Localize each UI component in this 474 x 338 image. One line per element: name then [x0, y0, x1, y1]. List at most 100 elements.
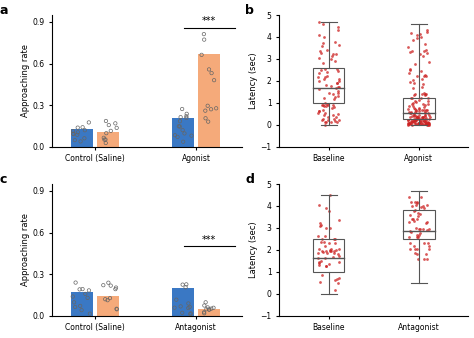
Point	[413, 114, 420, 120]
Point	[200, 310, 208, 315]
Point	[322, 248, 330, 254]
Point	[331, 288, 339, 293]
Point	[321, 67, 328, 72]
Point	[421, 110, 428, 115]
Point	[419, 76, 426, 81]
Point	[419, 114, 427, 119]
Point	[416, 117, 423, 123]
Point	[328, 53, 336, 59]
Point	[417, 34, 425, 39]
Point	[329, 112, 337, 118]
Point	[205, 67, 213, 72]
Point	[112, 285, 120, 290]
Point	[202, 299, 210, 305]
Point	[72, 280, 79, 285]
Point	[414, 211, 421, 216]
Point	[425, 112, 432, 117]
Point	[423, 122, 431, 127]
Point	[319, 249, 326, 254]
Point	[421, 110, 428, 115]
Point	[411, 92, 419, 97]
Point	[418, 118, 426, 123]
Point	[419, 114, 427, 120]
Point	[406, 114, 413, 120]
Point	[410, 218, 418, 224]
Point	[426, 115, 433, 120]
Point	[336, 275, 343, 281]
Point	[408, 110, 415, 115]
Point	[420, 205, 428, 210]
Point	[421, 91, 428, 96]
Point	[316, 246, 323, 251]
Point	[69, 128, 77, 134]
Point	[327, 56, 335, 62]
Y-axis label: Latency (sec): Latency (sec)	[248, 53, 257, 109]
Point	[413, 115, 420, 120]
Point	[425, 226, 432, 231]
Point	[333, 80, 341, 86]
Point	[74, 125, 82, 130]
Point	[411, 61, 419, 67]
Point	[314, 255, 322, 260]
Point	[178, 106, 186, 112]
Point	[413, 234, 420, 239]
Point	[424, 107, 431, 113]
Point	[417, 96, 424, 101]
Point	[406, 50, 413, 55]
Point	[332, 58, 339, 63]
Point	[414, 214, 422, 219]
Point	[419, 54, 427, 59]
Point	[329, 91, 337, 97]
Point	[335, 217, 342, 223]
Point	[204, 103, 211, 108]
Point	[335, 43, 343, 48]
Point	[423, 29, 430, 34]
Point	[113, 125, 120, 130]
Point	[424, 121, 431, 126]
Point	[202, 116, 210, 121]
Bar	[71, 129, 93, 147]
Point	[335, 76, 343, 81]
Point	[421, 112, 428, 118]
Point	[106, 295, 114, 301]
Y-axis label: Approaching rate: Approaching rate	[21, 44, 30, 117]
Point	[100, 137, 108, 142]
Point	[176, 124, 183, 129]
Point	[79, 286, 86, 292]
Point	[409, 37, 417, 43]
Point	[182, 282, 190, 287]
Point	[205, 307, 213, 312]
Point	[315, 33, 323, 38]
Point	[323, 47, 331, 52]
Point	[410, 114, 418, 119]
Point	[423, 257, 430, 262]
Text: b: b	[245, 4, 254, 18]
Point	[414, 114, 421, 119]
Point	[321, 119, 329, 124]
Point	[319, 102, 327, 107]
Point	[317, 220, 324, 225]
Point	[79, 124, 86, 130]
Point	[326, 261, 333, 266]
Point	[319, 117, 327, 122]
Point	[102, 140, 109, 146]
Point	[70, 299, 78, 305]
Point	[322, 264, 329, 269]
Point	[420, 105, 428, 110]
Point	[414, 232, 421, 237]
Point	[318, 44, 326, 49]
Point	[323, 101, 330, 107]
Point	[410, 120, 418, 125]
Point	[406, 246, 413, 252]
Point	[423, 121, 431, 126]
Point	[408, 101, 416, 107]
Point	[171, 305, 178, 310]
Point	[174, 134, 182, 140]
Point	[404, 122, 412, 127]
Point	[413, 251, 420, 257]
Point	[315, 19, 323, 24]
Point	[179, 282, 186, 287]
Point	[421, 114, 428, 119]
Point	[405, 118, 412, 123]
Point	[333, 51, 340, 57]
